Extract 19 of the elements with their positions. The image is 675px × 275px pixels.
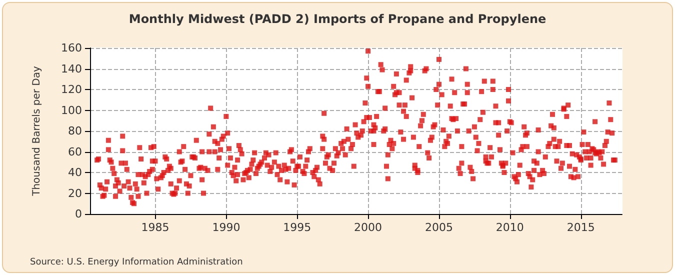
y-tick-label: 140 xyxy=(61,62,82,76)
y-axis-title: Thousand Barrels per Day xyxy=(32,66,42,197)
x-tick-label: 1995 xyxy=(283,221,312,234)
x-tick-label: 2015 xyxy=(566,221,595,234)
x-tick-label: 2010 xyxy=(496,221,524,234)
y-tick-label: 40 xyxy=(68,166,82,179)
y-tick-label: 0 xyxy=(75,208,82,220)
y-tick-label: 100 xyxy=(61,104,82,117)
chart-title: Monthly Midwest (PADD 2) Imports of Propane and Propylene xyxy=(128,12,546,26)
x-tick-label: 1985 xyxy=(141,221,170,234)
y-tick-label: 20 xyxy=(68,186,82,200)
x-tick-label: 2000 xyxy=(354,221,382,234)
y-tick-label: 160 xyxy=(61,42,82,54)
x-tick-label: 1990 xyxy=(212,221,240,234)
y-tick-label: 120 xyxy=(61,83,82,96)
y-tick-label: 60 xyxy=(68,145,82,158)
source-note: Source: U.S. Energy Information Administration xyxy=(30,258,243,268)
y-tick-label: 80 xyxy=(68,124,82,138)
x-tick-label: 2005 xyxy=(424,221,453,234)
